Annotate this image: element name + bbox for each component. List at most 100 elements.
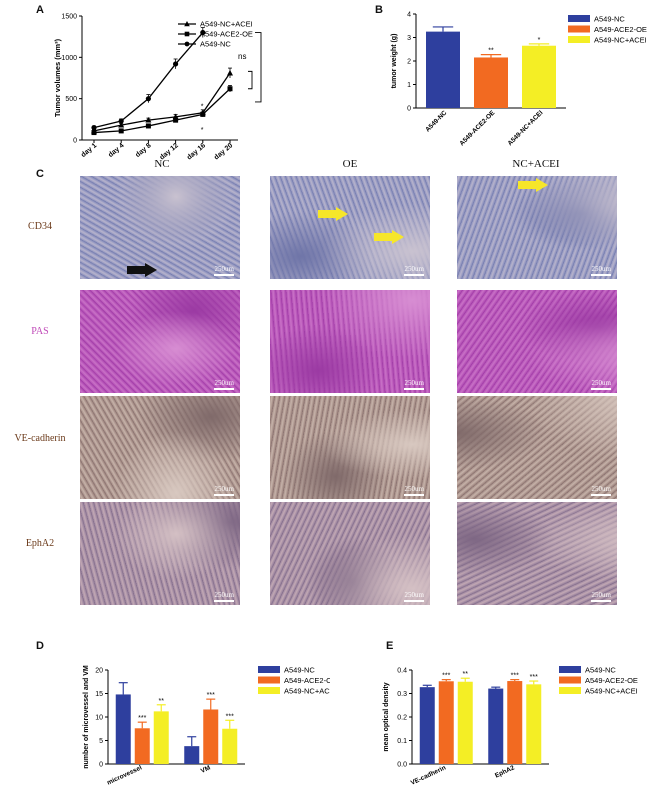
scale-bar-label: 250um: [404, 265, 424, 273]
yellow-arrow-acei-cd34: [518, 178, 548, 192]
bracket-inner: [248, 70, 253, 90]
y-axis-label: mean optical density: [383, 682, 390, 751]
bar: [522, 45, 556, 108]
bar: [507, 681, 523, 764]
panel-letter-e: E: [386, 640, 394, 652]
significance-label: **: [488, 48, 494, 55]
data-point: [173, 61, 179, 67]
bar: [419, 687, 435, 764]
panel-letter-a: A: [36, 4, 44, 16]
scale-bar-line: [591, 274, 611, 276]
scale-bar-label: 250um: [591, 265, 611, 273]
scale-bar-line: [591, 600, 611, 602]
legend-label: A549-NC+ACEI: [284, 687, 330, 696]
data-point: [118, 118, 124, 124]
x-tick-label: A549-ACE2-OE: [459, 109, 497, 147]
micrograph-cd34-1: 250um: [270, 176, 430, 279]
x-tick-label: day 1: [80, 142, 98, 159]
scale-bar-line: [214, 600, 234, 602]
series-line: [93, 88, 231, 134]
row-label-epha2: EphA2: [25, 538, 55, 549]
column-header-nc-acei: NC+ACEI: [512, 158, 560, 170]
y-axis-label: tumor weight (g): [391, 34, 398, 89]
significance-label: ***: [226, 713, 234, 720]
y-tick-label: 500: [65, 96, 77, 103]
y-axis-label: number of microvessel and VM: [83, 665, 90, 769]
legend-swatch: [568, 15, 590, 22]
scale-bar-line: [214, 494, 234, 496]
micrograph-pas-2: 250um: [457, 290, 617, 393]
panel-letter-c: C: [36, 168, 44, 180]
y-tick-label: 0: [407, 106, 411, 113]
legend-label: A549-ACE2-OE: [284, 676, 330, 685]
legend-label: A549-NC: [594, 15, 625, 24]
legend-swatch: [559, 687, 581, 694]
y-tick-label: 0.2: [397, 715, 407, 722]
scale-bar-label: 250um: [214, 265, 234, 273]
y-tick-label: 4: [407, 12, 411, 19]
y-tick-label: 2: [407, 59, 411, 66]
scale-bar: 250um: [214, 592, 234, 602]
y-tick-label: 20: [95, 668, 103, 675]
bar: [526, 684, 542, 764]
row-label-pas: PAS: [31, 326, 49, 337]
data-point: [227, 69, 233, 76]
legend-swatch: [258, 666, 280, 673]
data-point: [173, 117, 179, 123]
scale-bar-line: [404, 388, 424, 390]
yellow-arrow-oe-cd34-1: [318, 207, 348, 221]
legend-label: A549-NC+ACEI: [594, 36, 647, 45]
scale-bar-line: [404, 274, 424, 276]
x-tick-label: VE-cadherin: [410, 764, 447, 786]
bar: [457, 681, 473, 764]
micrograph-eph-1: 250um: [270, 502, 430, 605]
y-tick-label: 1500: [61, 14, 77, 21]
y-axis-label: Tumor volumes (mm³): [53, 38, 62, 117]
legend-swatch: [559, 666, 581, 673]
legend-marker: [184, 41, 190, 47]
significance-label: **: [463, 671, 469, 678]
micrograph-ve-1: 250um: [270, 396, 430, 499]
column-header-oe: OE: [342, 158, 358, 170]
bracket-outer: [255, 32, 262, 103]
bar: [184, 746, 200, 764]
y-tick-label: 15: [95, 691, 103, 698]
significance-label: *: [538, 37, 541, 44]
significance-label: **: [159, 698, 165, 705]
arrow-head: [536, 178, 548, 192]
micrograph-ve-2: 250um: [457, 396, 617, 499]
legend-marker: [184, 31, 190, 37]
scale-bar-line: [214, 388, 234, 390]
scale-bar: 250um: [591, 266, 611, 276]
legend-label: A549-ACE2-OE: [585, 676, 638, 685]
legend-label: A549-ACE2-OE: [200, 30, 253, 39]
scale-bar: 250um: [591, 592, 611, 602]
scale-bar-line: [591, 388, 611, 390]
scale-bar: 250um: [404, 592, 424, 602]
x-tick-label: EphA2: [494, 764, 516, 779]
data-point: [118, 121, 125, 128]
significance-label: ***: [530, 674, 538, 681]
arrow-shaft: [374, 233, 393, 241]
legend-label: A549-NC+ACEI: [200, 20, 253, 29]
yellow-arrow-oe-cd34-2: [374, 230, 404, 244]
x-tick-label: day 4: [107, 142, 125, 159]
y-tick-label: 0: [73, 138, 77, 145]
x-tick-label: microvessel: [106, 764, 143, 786]
scale-bar-line: [404, 600, 424, 602]
x-tick-label: A549-NC: [424, 109, 448, 133]
bar: [488, 688, 504, 764]
y-tick-label: 0.0: [397, 762, 407, 769]
legend-label: A549-NC: [585, 666, 616, 675]
x-tick-label: day 8: [134, 142, 152, 159]
bar: [115, 694, 131, 764]
bar: [474, 57, 508, 108]
row-label-cd34: CD34: [28, 221, 52, 232]
scale-bar: 250um: [591, 486, 611, 496]
scale-bar-label: 250um: [214, 485, 234, 493]
legend-label: A549-NC+ACEI: [585, 687, 638, 696]
y-tick-label: 10: [95, 715, 103, 722]
data-point: [145, 116, 152, 123]
micrograph-eph-2: 250um: [457, 502, 617, 605]
black-arrow-nc-cd34: [127, 263, 157, 277]
